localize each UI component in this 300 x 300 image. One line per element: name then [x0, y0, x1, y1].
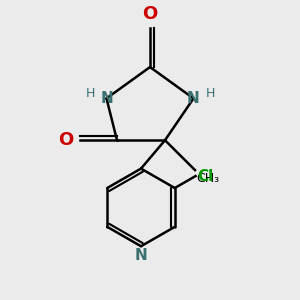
Text: H: H: [205, 87, 215, 101]
Text: Cl: Cl: [197, 169, 213, 184]
Text: N: N: [187, 91, 200, 106]
Text: O: O: [58, 131, 74, 149]
Text: CH₃: CH₃: [196, 172, 220, 184]
Text: O: O: [142, 5, 158, 23]
Text: N: N: [135, 248, 147, 263]
Text: H: H: [85, 87, 95, 101]
Text: N: N: [100, 91, 113, 106]
